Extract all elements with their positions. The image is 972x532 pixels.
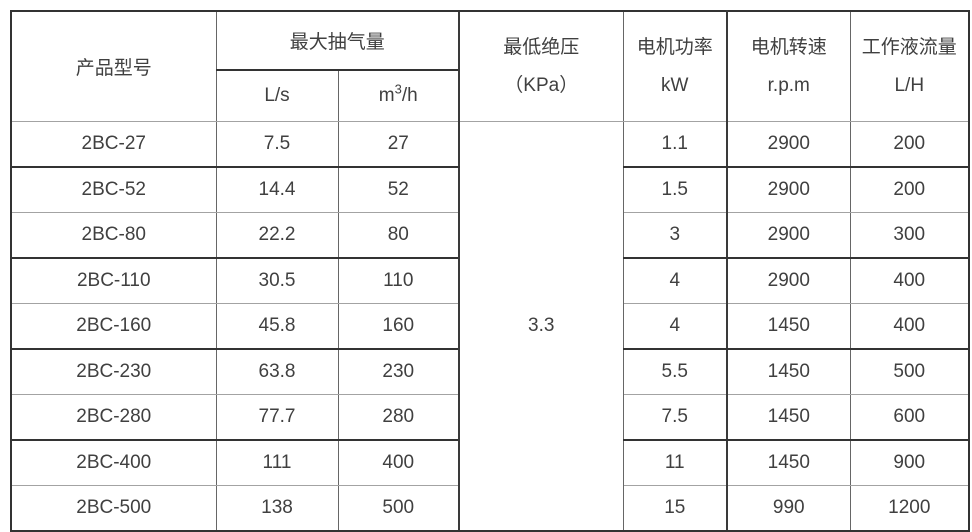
header-motor-power-line1: 电机功率 (636, 36, 713, 58)
cell-speed-rpm: 2900 (726, 212, 851, 259)
cell-model: 2BC-80 (10, 212, 217, 259)
header-fluid-flow-line1: 工作液流量 (861, 36, 957, 58)
table-row: 2BC-160 45.8 160 4 1450 400 (10, 303, 970, 350)
page: 产品型号 最大抽气量 最低绝压 （KPa） 电机功率 kW 电机转速 r.p.m… (10, 10, 971, 532)
cell-flow-ls: 7.5 (215, 121, 339, 168)
cell-fluid-lh: 200 (849, 166, 970, 213)
cell-speed-rpm: 1450 (726, 348, 851, 395)
header-motor-speed-line1: 电机转速 (750, 36, 827, 58)
cell-model: 2BC-400 (10, 439, 217, 486)
cell-flow-m3h: 110 (337, 257, 461, 304)
cell-model: 2BC-500 (10, 485, 217, 532)
header-motor-power: 电机功率 kW (622, 10, 729, 122)
cell-power-kw: 7.5 (622, 394, 729, 441)
cell-power-kw: 1.5 (622, 166, 729, 213)
header-product-model: 产品型号 (10, 10, 217, 122)
cell-flow-ls: 14.4 (215, 166, 339, 213)
cell-flow-ls: 45.8 (215, 303, 339, 350)
cell-power-kw: 3 (622, 212, 729, 259)
cell-flow-m3h: 500 (337, 485, 461, 532)
cell-fluid-lh: 900 (849, 439, 970, 486)
header-row-2: L/s m3/h (11, 69, 969, 122)
cell-model: 2BC-110 (10, 257, 217, 304)
cell-fluid-lh: 400 (849, 257, 970, 304)
cell-flow-ls: 138 (215, 485, 339, 532)
cell-flow-ls: 22.2 (215, 212, 339, 259)
cell-power-kw: 15 (622, 485, 729, 532)
cell-speed-rpm: 990 (726, 485, 851, 532)
cell-fluid-lh: 200 (849, 121, 970, 168)
cell-model: 2BC-160 (10, 303, 217, 350)
cell-model: 2BC-280 (10, 394, 217, 441)
cell-speed-rpm: 2900 (726, 121, 851, 168)
table-row: 2BC-280 77.7 280 7.5 1450 600 (10, 394, 970, 441)
cell-flow-m3h: 160 (337, 303, 461, 350)
cell-power-kw: 1.1 (622, 121, 729, 168)
cell-fluid-lh: 400 (849, 303, 970, 350)
cell-fluid-lh: 300 (849, 212, 970, 259)
cell-flow-m3h: 27 (337, 121, 461, 168)
table-row: 2BC-230 63.8 230 5.5 1450 500 (10, 348, 970, 395)
cell-flow-ls: 63.8 (215, 348, 339, 395)
spec-table: 产品型号 最大抽气量 最低绝压 （KPa） 电机功率 kW 电机转速 r.p.m… (10, 10, 971, 532)
cell-speed-rpm: 2900 (726, 257, 851, 304)
cell-power-kw: 5.5 (622, 348, 729, 395)
cell-flow-m3h: 400 (337, 439, 461, 486)
cell-model: 2BC-230 (10, 348, 217, 395)
table-row: 2BC-27 7.5 27 3.3 1.1 2900 200 (10, 121, 970, 532)
cell-power-kw: 11 (622, 439, 729, 486)
cell-flow-ls: 30.5 (215, 257, 339, 304)
header-motor-speed-line2: r.p.m (767, 74, 810, 96)
cell-speed-rpm: 1450 (726, 394, 851, 441)
header-motor-speed: 电机转速 r.p.m (726, 10, 851, 122)
header-min-pressure-line2: （KPa） (504, 74, 579, 96)
header-row-1: 产品型号 最大抽气量 最低绝压 （KPa） 电机功率 kW 电机转速 r.p.m… (10, 10, 970, 122)
cell-power-kw: 4 (622, 257, 729, 304)
cell-model: 2BC-52 (10, 166, 217, 213)
header-min-pressure-line1: 最低绝压 (503, 36, 580, 58)
header-fluid-flow-line2: L/H (894, 74, 925, 96)
cell-flow-m3h: 80 (337, 212, 461, 259)
cell-fluid-lh: 500 (849, 348, 970, 395)
cell-model: 2BC-27 (10, 121, 217, 168)
cell-flow-m3h: 52 (337, 166, 461, 213)
header-unit-m3h: m3/h (337, 69, 461, 122)
cell-flow-ls: 77.7 (215, 394, 339, 441)
cell-flow-m3h: 230 (337, 348, 461, 395)
cell-speed-rpm: 1450 (726, 303, 851, 350)
cell-power-kw: 4 (622, 303, 729, 350)
cell-flow-m3h: 280 (337, 394, 461, 441)
cell-speed-rpm: 1450 (726, 439, 851, 486)
table-row: 2BC-400 111 400 11 1450 900 (10, 439, 970, 486)
header-max-pumping: 最大抽气量 (215, 10, 460, 71)
header-fluid-flow: 工作液流量 L/H (849, 10, 970, 122)
table-row: 2BC-52 14.4 52 1.5 2900 200 (10, 166, 970, 213)
cell-min-pressure-value: 3.3 (458, 121, 624, 532)
cell-speed-rpm: 2900 (726, 166, 851, 213)
cell-fluid-lh: 600 (849, 394, 970, 441)
table-row: 2BC-80 22.2 80 3 2900 300 (10, 212, 970, 259)
cell-flow-ls: 111 (215, 439, 339, 486)
cell-fluid-lh: 1200 (849, 485, 970, 532)
header-motor-power-line2: kW (661, 74, 689, 96)
header-min-pressure: 最低绝压 （KPa） (458, 10, 624, 122)
header-unit-ls: L/s (215, 69, 339, 122)
